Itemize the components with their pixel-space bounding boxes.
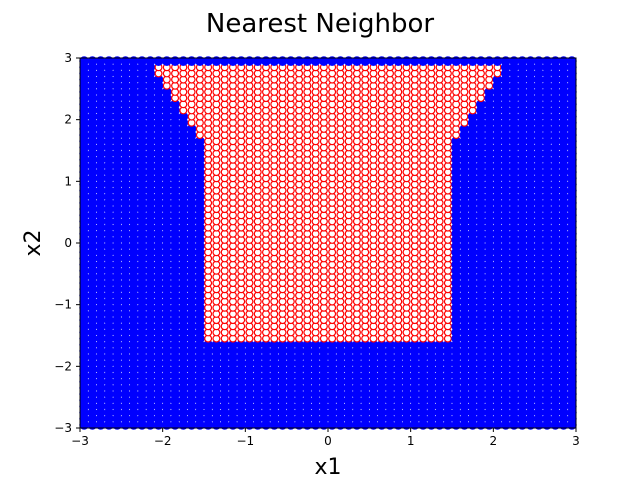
points-layer [79, 56, 577, 430]
axes-frame [79, 57, 577, 429]
x-axis-label: x1 [314, 455, 341, 480]
y-tick-label: 2 [64, 113, 72, 127]
x-tick-label: −3 [71, 434, 89, 448]
x-tick-label: 1 [407, 434, 415, 448]
chart-title: Nearest Neighbor [206, 9, 435, 39]
y-tick-label: −3 [54, 421, 72, 435]
y-tick-label: 3 [64, 51, 72, 65]
y-tick-label: −1 [54, 298, 72, 312]
y-axis: −3 −2 −1 0 1 2 3 [54, 51, 80, 435]
y-tick-label: 1 [64, 174, 72, 188]
y-tick-label: −2 [54, 359, 72, 373]
x-axis: −3 −2 −1 0 1 2 3 [71, 428, 580, 448]
y-tick-label: 0 [64, 236, 72, 250]
x-tick-label: −2 [154, 434, 172, 448]
plot-area [79, 56, 577, 430]
x-tick-label: −1 [236, 434, 254, 448]
x-tick-label: 2 [490, 434, 498, 448]
x-tick-label: 0 [324, 434, 332, 448]
y-axis-label: x2 [21, 229, 46, 256]
x-tick-label: 3 [572, 434, 580, 448]
